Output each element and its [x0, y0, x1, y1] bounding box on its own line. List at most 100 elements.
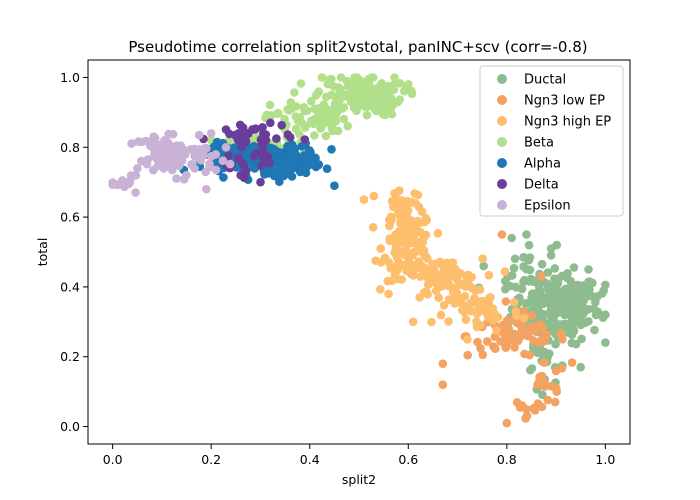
- data-point: [181, 146, 191, 156]
- data-point: [431, 286, 441, 296]
- data-point: [272, 134, 281, 143]
- legend-label: Beta: [524, 136, 554, 151]
- data-point: [520, 330, 530, 339]
- data-point: [404, 80, 413, 89]
- data-point: [300, 123, 310, 132]
- data-point: [420, 217, 430, 227]
- data-point: [219, 173, 228, 182]
- data-point: [407, 260, 416, 270]
- legend-item: Alpha: [497, 157, 561, 172]
- data-point: [241, 137, 251, 147]
- data-point: [438, 380, 448, 390]
- data-point: [371, 105, 380, 115]
- data-point: [521, 414, 530, 423]
- data-point: [257, 161, 266, 170]
- data-point: [295, 113, 304, 122]
- y-axis-label: total: [35, 238, 50, 267]
- data-point: [413, 190, 423, 200]
- data-point: [306, 96, 316, 106]
- data-point: [221, 143, 231, 152]
- data-point: [369, 191, 379, 201]
- data-point: [283, 130, 293, 139]
- chart-title: Pseudotime correlation split2vstotal, pa…: [128, 38, 587, 56]
- data-point: [211, 165, 221, 175]
- data-point: [501, 297, 511, 306]
- data-point: [314, 112, 324, 122]
- data-point: [521, 299, 531, 308]
- data-point: [511, 307, 521, 316]
- legend-item: Ngn3 low EP: [497, 94, 605, 109]
- data-point: [143, 155, 153, 164]
- data-point: [601, 310, 610, 320]
- legend-item: Epsilon: [497, 199, 571, 214]
- data-point: [510, 254, 520, 264]
- data-point: [537, 402, 547, 412]
- data-point: [330, 181, 339, 190]
- data-point: [531, 300, 540, 310]
- x-tick-label: 0.8: [497, 452, 517, 467]
- data-point: [419, 288, 429, 297]
- data-point: [434, 293, 444, 303]
- data-point: [448, 287, 458, 297]
- data-point: [414, 202, 424, 211]
- data-point: [585, 285, 594, 294]
- data-point: [311, 91, 321, 100]
- y-tick-label: 0.6: [60, 210, 80, 225]
- data-point: [350, 73, 359, 82]
- data-point: [108, 180, 117, 189]
- data-point: [141, 136, 151, 146]
- y-tick-label: 0.4: [60, 279, 80, 294]
- data-point: [335, 85, 344, 95]
- data-point: [577, 334, 586, 344]
- data-point: [567, 330, 577, 340]
- data-point: [162, 158, 171, 167]
- x-axis: 0.0 0.2 0.4 0.6 0.8 1.0: [103, 444, 615, 467]
- legend-label: Epsilon: [524, 199, 571, 214]
- data-point: [519, 262, 528, 271]
- data-point: [510, 343, 519, 352]
- data-point: [327, 110, 337, 119]
- data-point: [502, 418, 512, 428]
- legend-marker: [497, 74, 507, 84]
- data-point: [376, 244, 386, 253]
- data-point: [168, 129, 178, 139]
- data-point: [153, 154, 163, 164]
- data-point: [473, 309, 482, 319]
- data-point: [167, 165, 177, 175]
- data-point: [294, 164, 304, 174]
- data-point: [407, 86, 416, 96]
- data-point: [557, 364, 567, 373]
- data-point: [487, 312, 497, 322]
- legend-marker: [497, 137, 507, 147]
- x-tick-label: 0.2: [201, 452, 221, 467]
- legend-marker: [497, 116, 507, 126]
- data-point: [238, 158, 247, 168]
- data-point: [339, 114, 349, 124]
- data-point: [478, 254, 487, 263]
- data-point: [403, 196, 412, 206]
- data-point: [497, 230, 507, 239]
- data-point: [266, 118, 275, 128]
- data-point: [322, 104, 332, 114]
- data-point: [564, 287, 574, 297]
- data-point: [467, 272, 476, 282]
- data-point: [405, 239, 415, 248]
- data-point: [553, 320, 562, 329]
- data-point: [277, 151, 287, 160]
- data-point: [501, 276, 510, 286]
- data-point: [444, 317, 453, 326]
- data-point: [322, 92, 331, 102]
- data-point: [446, 295, 456, 305]
- data-point: [375, 84, 385, 94]
- data-point: [500, 267, 510, 276]
- series-delta: [199, 118, 310, 187]
- data-point: [277, 120, 287, 130]
- data-point: [527, 293, 536, 303]
- data-point: [427, 317, 436, 327]
- data-point: [502, 316, 512, 325]
- data-point: [531, 327, 540, 336]
- data-point: [458, 300, 467, 309]
- data-point: [387, 216, 396, 225]
- data-point: [557, 299, 566, 309]
